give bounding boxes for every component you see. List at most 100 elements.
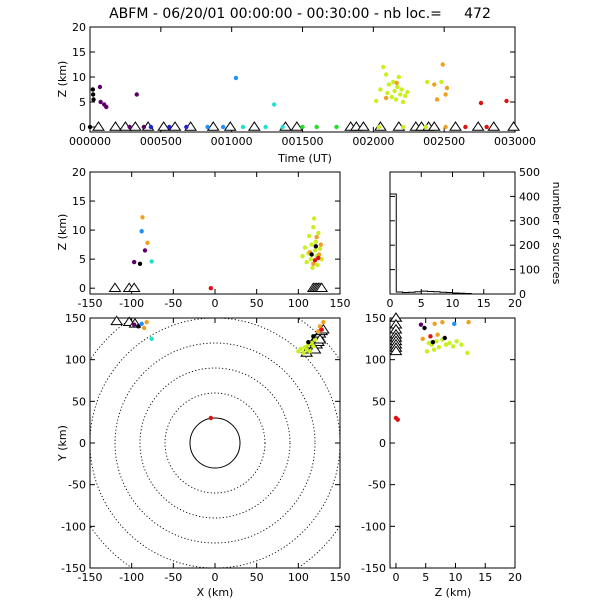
z-y-view-xtick-label: 10 bbox=[448, 571, 462, 584]
histogram-xtick-label: 20 bbox=[508, 297, 522, 310]
time-height-station-marker bbox=[128, 121, 142, 131]
time-height-station-marker bbox=[427, 121, 441, 131]
z-y-view-source-point bbox=[420, 336, 425, 342]
plan-view-xtick-label: -150 bbox=[78, 571, 103, 584]
x-height-ytick-label: 10 bbox=[72, 224, 86, 237]
time-height-source-point bbox=[440, 62, 445, 67]
z-y-view-source-point bbox=[430, 339, 436, 345]
time-height-source-point bbox=[98, 99, 103, 105]
x-height-ytick-label: 0 bbox=[79, 282, 86, 295]
x-height-ytick-label: 15 bbox=[72, 195, 86, 208]
time-height-source-point bbox=[443, 92, 448, 97]
time-height-source-point bbox=[233, 75, 239, 81]
plan-view-source-point bbox=[316, 329, 321, 334]
x-height-xtick-label: 50 bbox=[250, 297, 264, 310]
time-height-source-point bbox=[97, 84, 103, 90]
plan-view-source-point bbox=[131, 322, 137, 327]
time-height-source-point bbox=[399, 87, 404, 92]
x-height-source-point bbox=[208, 285, 214, 291]
z-y-view-source-point bbox=[454, 339, 459, 344]
plan-view-ytick-label: 100 bbox=[65, 354, 86, 367]
time-height-source-point bbox=[383, 95, 389, 101]
x-height-source-point bbox=[316, 230, 321, 236]
time-height-source-point bbox=[148, 124, 154, 130]
x-height-source-point bbox=[306, 233, 312, 239]
z-y-view-panel: 0 5 10 15 20 -150 -100 -50 0 50 100 150 bbox=[361, 312, 522, 584]
time-height-source-point bbox=[263, 124, 268, 130]
z-y-view-source-point bbox=[434, 339, 439, 344]
plan-view-source-point bbox=[301, 350, 306, 356]
time-height-source-point bbox=[443, 124, 448, 130]
time-height-xtick-label: 003000 bbox=[494, 135, 536, 148]
plan-view-xtick-label: 150 bbox=[330, 571, 351, 584]
z-y-view-ytick-label: 50 bbox=[372, 395, 386, 408]
x-height-source-point bbox=[131, 259, 137, 265]
time-height-source-point bbox=[383, 72, 389, 77]
x-height-source-point bbox=[142, 248, 148, 253]
plan-view-source-point bbox=[304, 347, 309, 352]
time-height-source-point bbox=[398, 92, 403, 97]
plan-view-xtick-label: 50 bbox=[250, 571, 264, 584]
time-height-station-marker bbox=[206, 121, 220, 131]
plan-view-source-point bbox=[311, 344, 316, 349]
x-height-source-point bbox=[313, 239, 319, 244]
plan-view-source-point bbox=[208, 415, 214, 421]
time-height-source-point bbox=[390, 79, 396, 85]
plan-view-source-point bbox=[307, 349, 313, 354]
time-height-source-point bbox=[373, 98, 379, 104]
x-height-source-point bbox=[319, 256, 324, 262]
x-height-source-point bbox=[304, 259, 309, 265]
time-height-source-point bbox=[240, 124, 246, 130]
time-height-source-point bbox=[432, 82, 437, 87]
x-height-source-point bbox=[311, 224, 316, 230]
z-y-view-frame bbox=[389, 317, 516, 569]
z-y-view-ytick-label: 150 bbox=[365, 312, 386, 325]
x-height-ylabel: Z (km) bbox=[56, 214, 69, 251]
histogram-ytick-label: 100 bbox=[519, 264, 540, 277]
z-y-view-source-point bbox=[466, 319, 471, 325]
plan-view-source-point bbox=[136, 324, 141, 329]
z-y-view-source-point bbox=[450, 344, 456, 349]
time-height-ytick-label: 20 bbox=[72, 21, 86, 34]
plan-view-source-point bbox=[317, 324, 323, 329]
x-height-source-point bbox=[310, 265, 315, 271]
time-height-source-point bbox=[90, 92, 96, 97]
time-height-source-point bbox=[127, 124, 132, 130]
z-y-view-source-point bbox=[442, 335, 447, 341]
z-y-view-ytick-label: -50 bbox=[368, 479, 386, 492]
plan-view-source-point bbox=[319, 327, 324, 332]
time-height-source-point bbox=[400, 99, 406, 105]
x-height-frame bbox=[89, 171, 341, 295]
time-height-xtick-label: 002500 bbox=[423, 135, 465, 148]
x-height-source-point bbox=[316, 252, 322, 257]
time-height-source-point bbox=[423, 124, 428, 130]
plan-view-station-marker bbox=[308, 343, 322, 354]
x-height-xtick-label: 100 bbox=[288, 297, 309, 310]
time-height-station-marker bbox=[507, 121, 521, 131]
plan-view-source-point bbox=[321, 319, 326, 325]
time-height-source-point bbox=[403, 93, 408, 99]
plan-view-source-point bbox=[298, 346, 304, 352]
x-height-source-point bbox=[308, 256, 314, 262]
time-height-xtick-label: 000000 bbox=[69, 135, 111, 148]
range-rings bbox=[90, 318, 340, 568]
z-y-view-xtick-label: 5 bbox=[422, 571, 429, 584]
x-height-ytick-label: 20 bbox=[72, 166, 86, 179]
x-height-panel: -150 -100 -50 0 50 100 150 0 5 10 15 20 bbox=[72, 166, 351, 310]
time-height-source-point bbox=[90, 87, 96, 92]
plan-view-source-point bbox=[141, 325, 147, 331]
time-height-xtick-label: 001500 bbox=[282, 135, 324, 148]
time-height-station-marker bbox=[92, 121, 105, 131]
plan-view-xtick-label: -50 bbox=[164, 571, 182, 584]
plan-view-panel: -150 -100 -50 0 50 100 150 -150 -100 -50 0 50 100 150 bbox=[61, 312, 351, 584]
plan-view-ytick-label: 0 bbox=[79, 437, 86, 450]
x-height-source-point bbox=[316, 255, 321, 261]
histogram-ytick-label: 500 bbox=[519, 166, 540, 179]
time-height-source-point bbox=[484, 124, 489, 130]
x-height-station-marker bbox=[315, 282, 329, 292]
time-height-source-point bbox=[334, 124, 339, 130]
time-height-source-point bbox=[393, 97, 399, 102]
time-height-xtick-label: 002000 bbox=[352, 135, 394, 148]
x-height-source-point bbox=[140, 215, 145, 220]
plan-view-ylabel: Y (km) bbox=[56, 425, 69, 462]
